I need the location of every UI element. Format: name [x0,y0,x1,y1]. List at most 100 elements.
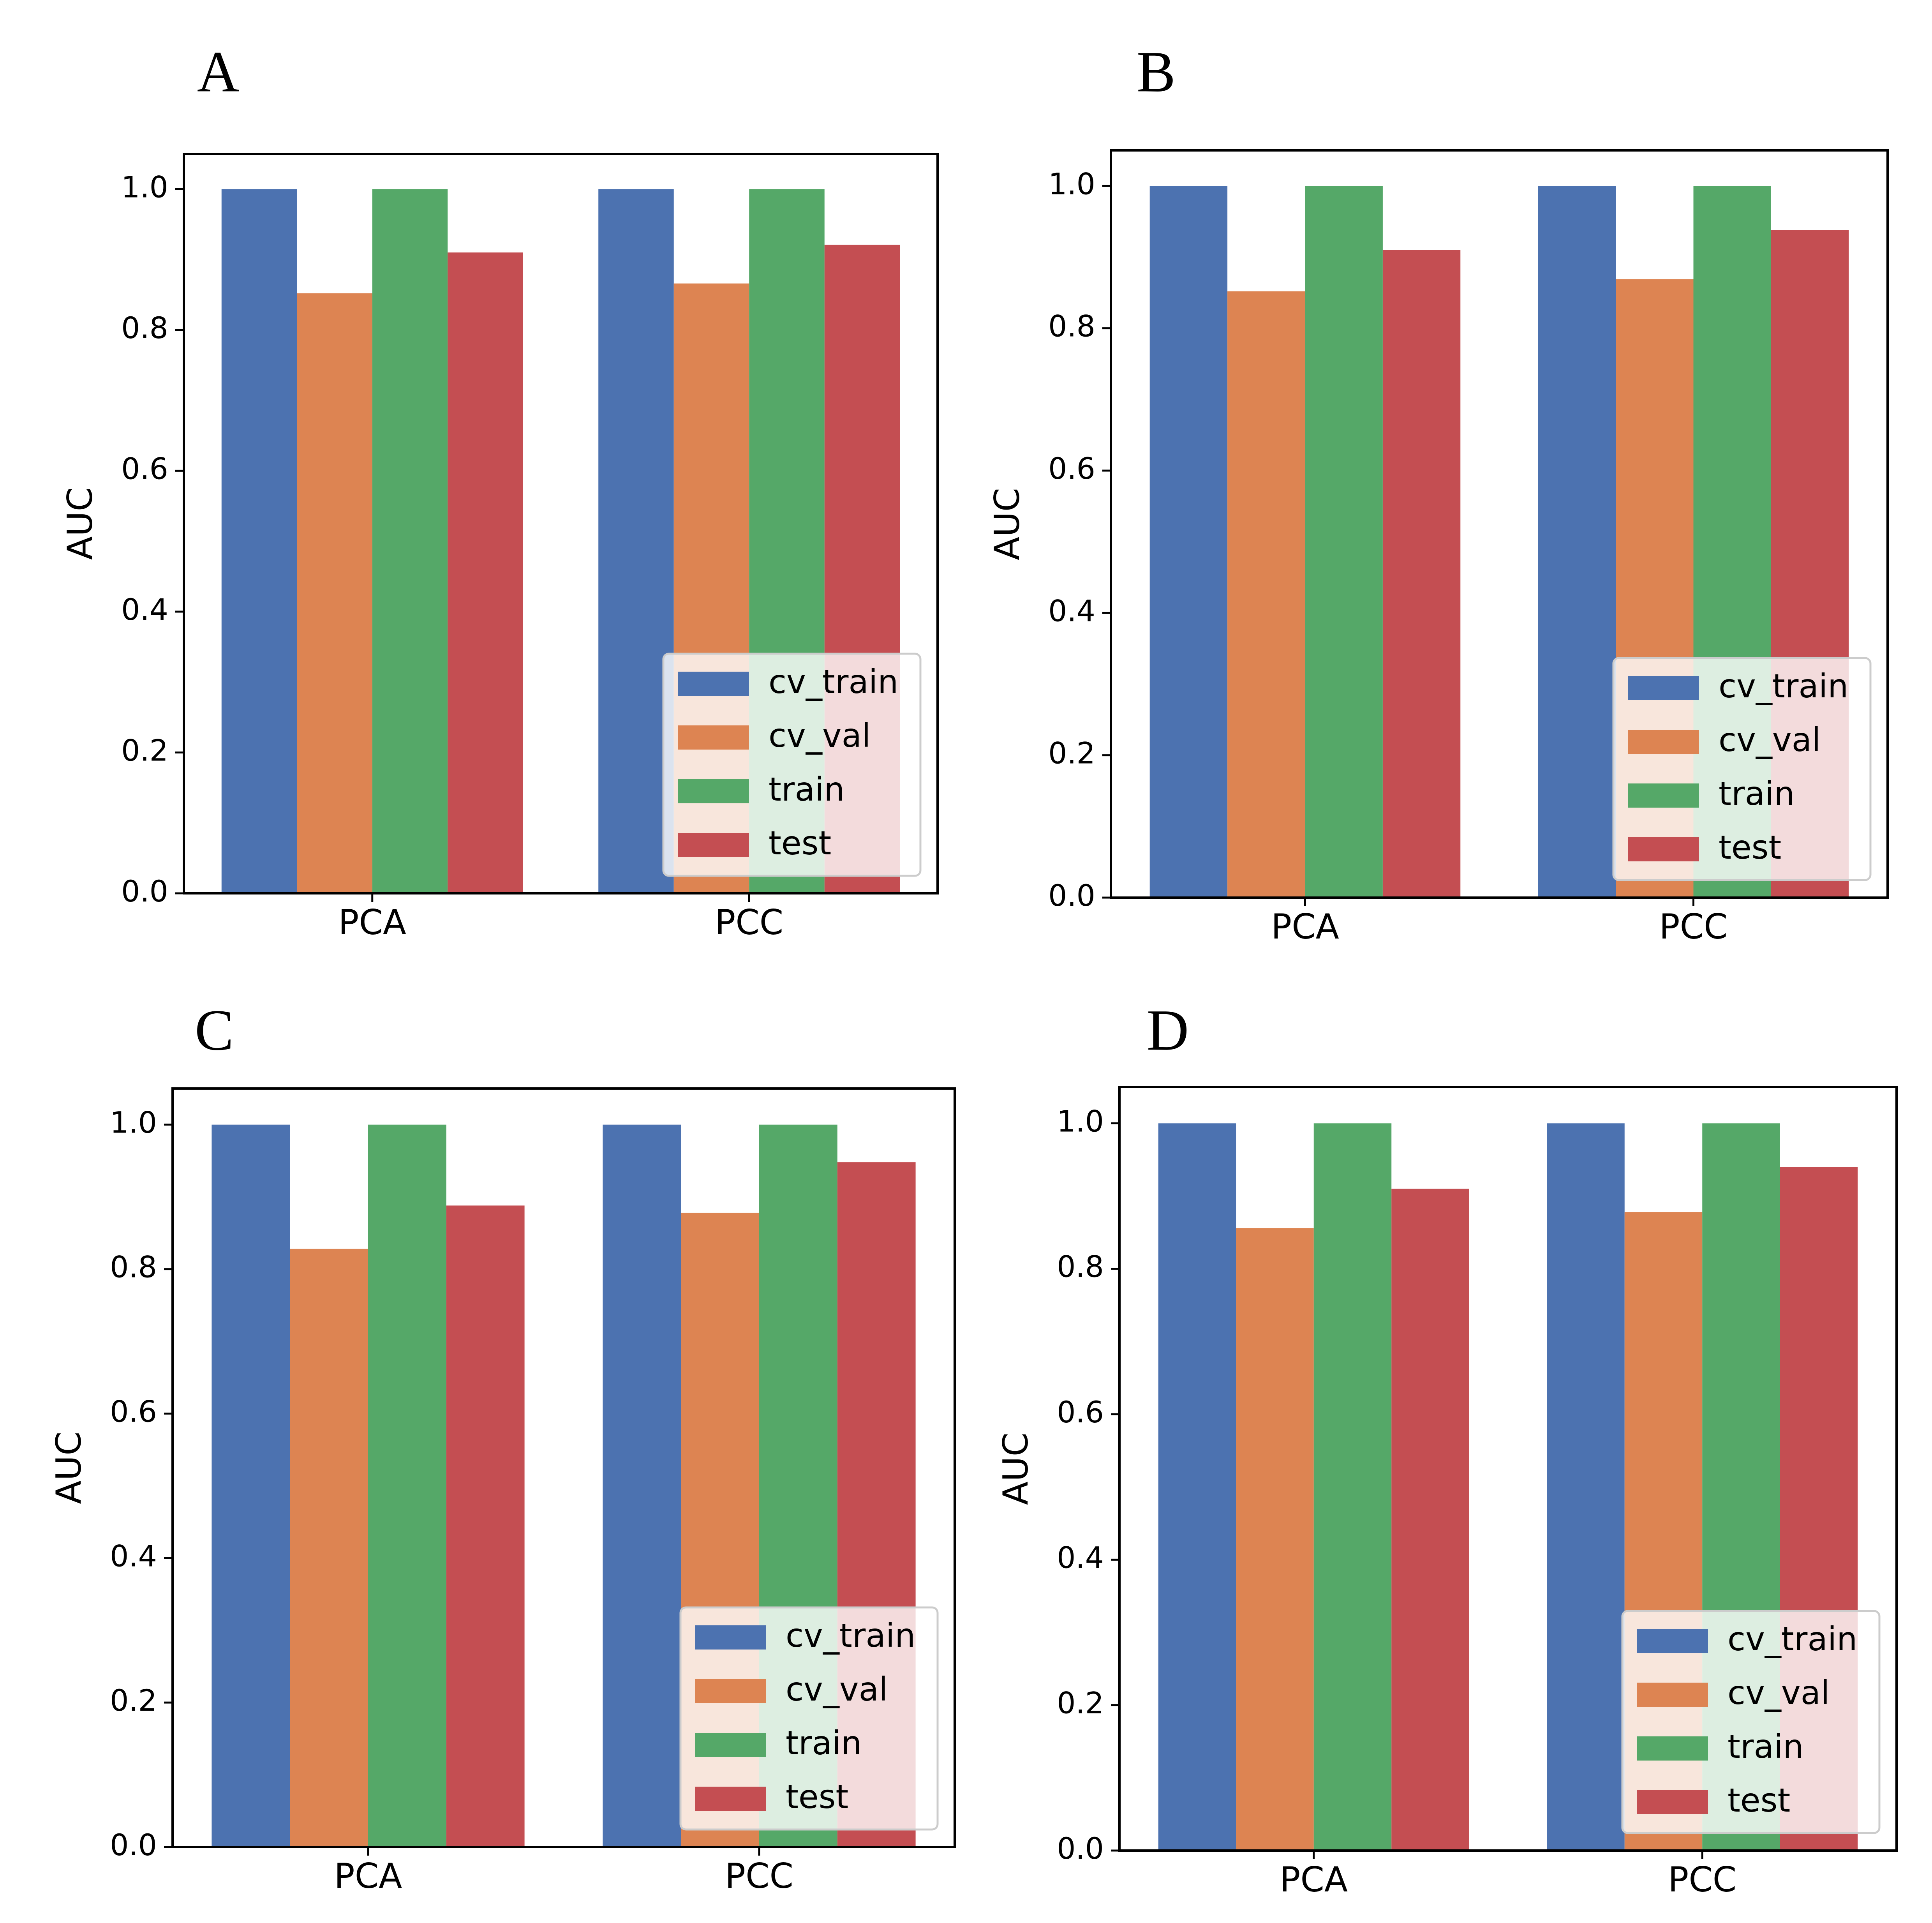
bar-cv-train-pcc [598,189,674,893]
bar-train-pca [1305,186,1383,898]
x-tick-label-pca: PCA [338,902,406,942]
bar-test-pca [448,252,523,893]
y-tick-label: 0.6 [121,451,168,486]
y-tick-label: 0.8 [121,311,168,345]
y-tick-label: 0.2 [110,1683,157,1718]
x-tick-label-pcc: PCC [725,1856,793,1896]
legend-label-cv-val: cv_val [1719,721,1821,759]
bar-cv-val-pca [290,1249,368,1847]
y-tick-label: 0.8 [1048,309,1095,344]
y-tick-label: 0.4 [121,592,168,627]
legend-label-test: test [769,824,831,862]
chart-panel-d: D PCA PCC 0.0 0.2 0.4 0.6 0.8 1.0 AUC cv_train cv_v… [996,998,1898,1900]
bar-train-pca [368,1124,446,1847]
legend-swatch-cv-train [1628,676,1699,700]
y-tick-label: 1.0 [1048,166,1095,201]
bar-cv-train-pcc [1538,186,1616,898]
legend-label-cv-train: cv_train [769,663,898,701]
y-axis-title: AUC [996,1433,1036,1505]
chart-panel-b: B PCA PCC 0.0 0.2 0.4 0.6 0.8 1.0 AUC cv_train cv_v… [987,39,1889,947]
legend-label-train: train [786,1724,862,1762]
legend-label-cv-train: cv_train [786,1616,915,1655]
y-tick-label: 0.8 [110,1250,157,1284]
y-tick-label: 0.2 [1048,736,1095,771]
legend-swatch-cv-train [1637,1629,1708,1653]
legend-swatch-cv-train [695,1625,766,1650]
x-tick-label-pca: PCA [1280,1859,1348,1900]
bar-cv-train-pcc [1547,1123,1625,1851]
legend-swatch-cv-train [678,672,749,696]
axes-frame [1110,149,1889,899]
y-tick-label: 0.6 [110,1394,157,1429]
legend-label-train: train [1719,774,1795,813]
legend-swatch-train [1637,1736,1708,1761]
legend-swatch-cv-val [1637,1683,1708,1707]
y-tick-label: 0.0 [1057,1831,1104,1866]
legend-swatch-test [1628,837,1699,861]
legend-label-cv-train: cv_train [1719,667,1848,705]
bar-cv-train-pca [221,189,297,893]
bar-cv-train-pcc [603,1124,681,1847]
bar-test-pca [1382,250,1461,898]
legend-box [662,653,922,877]
x-tick-label-pca: PCA [334,1856,402,1896]
legend-box [1612,657,1872,881]
axes-frame [183,153,939,894]
y-tick-label: 0.2 [1057,1686,1104,1720]
legend-label-cv-val: cv_val [786,1670,888,1708]
y-tick-label: 0.6 [1057,1395,1104,1429]
x-tick-label-pcc: PCC [1659,907,1728,947]
legend-box [1621,1610,1881,1834]
bar-train-pca [372,189,448,893]
bar-cv-train-pca [1158,1123,1236,1851]
panel-letter: B [1137,39,1176,104]
y-tick-label: 1.0 [110,1105,157,1140]
chart-panel-a: A PCA PCC 0.0 0.2 0.4 0.6 0.8 1.0 AUC cv_train cv_v… [60,39,939,942]
bar-cv-val-pca [1236,1228,1314,1851]
bar-test-pca [446,1205,525,1847]
bar-cv-train-pca [1149,186,1228,898]
y-tick-label: 0.4 [1048,593,1095,628]
y-tick-label: 0.6 [1048,451,1095,486]
x-tick-label-pcc: PCC [1668,1859,1736,1900]
y-tick-label: 0.4 [1057,1540,1104,1575]
legend-label-train: train [769,770,845,808]
x-tick-label-pcc: PCC [715,902,783,942]
legend-swatch-cv-val [1628,730,1699,754]
legend-swatch-cv-val [678,725,749,750]
y-tick-label: 0.8 [1057,1249,1104,1284]
bar-test-pca [1391,1189,1469,1851]
bar-cv-val-pca [297,293,372,893]
axes-frame [171,1087,956,1848]
bar-train-pca [1313,1123,1392,1851]
legend-swatch-train [695,1733,766,1757]
bar-cv-val-pca [1227,291,1305,898]
legend-label-cv-val: cv_val [769,716,871,755]
y-axis-title: AUC [987,488,1027,560]
panel-letter: D [1147,998,1189,1062]
y-tick-label: 0.0 [1048,878,1095,913]
chart-panel-c: C PCA PCC 0.0 0.2 0.4 0.6 0.8 1.0 AUC cv_train cv_v… [49,998,956,1896]
legend-swatch-train [1628,783,1699,808]
legend-swatch-test [695,1787,766,1811]
y-tick-label: 1.0 [1057,1104,1104,1138]
legend-label-test: test [1728,1781,1790,1819]
y-tick-label: 0.4 [110,1538,157,1573]
y-tick-label: 0.0 [110,1828,157,1862]
legend-swatch-train [678,779,749,803]
y-tick-label: 1.0 [121,169,168,204]
y-axis-title: AUC [60,487,100,560]
y-tick-label: 0.2 [121,733,168,767]
panel-letter: C [195,998,234,1062]
legend-swatch-test [678,833,749,857]
legend-swatch-test [1637,1790,1708,1814]
bar-cv-train-pca [212,1124,290,1847]
legend-label-cv-train: cv_train [1728,1620,1857,1658]
legend-swatch-cv-val [695,1679,766,1703]
legend-label-test: test [1719,828,1781,866]
